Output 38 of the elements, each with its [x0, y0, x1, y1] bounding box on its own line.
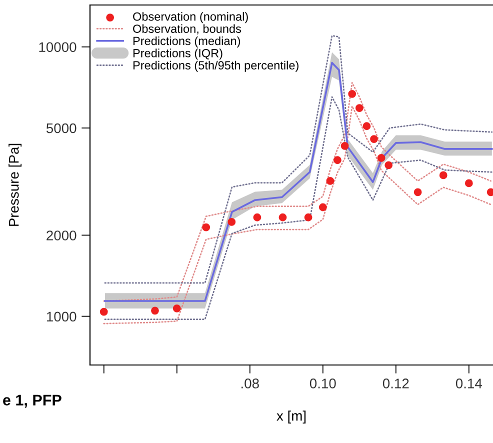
point [326, 177, 334, 185]
point [318, 203, 327, 212]
legend-label: Observation, bounds [133, 24, 242, 34]
point [228, 218, 236, 226]
y-tick-label: 2000 [46, 230, 76, 240]
legend-label: Observation (nominal) [133, 12, 248, 24]
legend-label: Predictions (median) [133, 36, 240, 48]
y-tick-label: 1000 [46, 312, 76, 322]
point [340, 142, 349, 150]
y-axis-title: Pressure [Pa] [8, 144, 22, 226]
point [348, 90, 356, 98]
point [362, 122, 371, 130]
x-axis-title: x [m] [276, 410, 306, 424]
y-tick-label: 10000 [39, 42, 76, 52]
text: e 1, PFP [3, 394, 62, 408]
point [278, 213, 287, 222]
x-tick-label: 0.14 [456, 378, 482, 388]
point [464, 179, 473, 188]
point [172, 304, 181, 312]
point [370, 135, 378, 143]
point [355, 104, 364, 112]
point [384, 161, 393, 170]
legend-label: Predictions (IQR) [133, 48, 222, 60]
line-series [104, 35, 493, 284]
point [202, 223, 210, 232]
x-tick-label: .08 [242, 378, 259, 388]
point [334, 156, 342, 164]
legend-label: Predictions (5th/95th percentile) [133, 60, 298, 72]
point [414, 188, 422, 196]
point [377, 154, 386, 162]
x-tick-label: 0.10 [310, 378, 336, 388]
y-tick-label: 5000 [46, 123, 76, 134]
point [304, 213, 312, 222]
point [151, 306, 159, 315]
x-tick-label: 0.12 [382, 378, 409, 388]
point [100, 308, 108, 316]
point [253, 213, 262, 222]
point [439, 171, 448, 180]
